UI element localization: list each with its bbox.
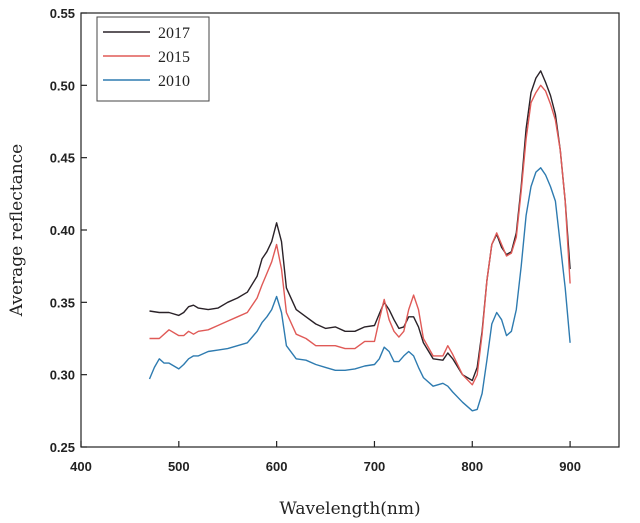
legend-box <box>96 16 210 102</box>
x-tick-label: 900 <box>559 459 581 474</box>
legend-label: 2015 <box>158 49 190 66</box>
x-axis: 400 500 600 700 800 900 <box>70 441 581 474</box>
x-tick-label: 500 <box>168 459 190 474</box>
x-tick-label: 600 <box>266 459 288 474</box>
y-axis-title: Average reflectance <box>7 144 27 317</box>
y-tick-label: 0.35 <box>50 295 75 310</box>
series-lines <box>148 70 571 412</box>
y-tick-label: 0.40 <box>50 223 75 238</box>
y-tick-label: 0.55 <box>50 6 75 21</box>
series-line-2017 <box>149 70 571 382</box>
legend-label: 2010 <box>158 73 190 90</box>
series-line-2015 <box>149 84 571 386</box>
y-axis: 0.25 0.30 0.35 0.40 0.45 0.50 0.55 <box>50 6 87 455</box>
y-tick-label: 0.50 <box>50 78 75 93</box>
legend: 2017 2015 2010 <box>96 16 210 102</box>
x-tick-label: 700 <box>364 459 386 474</box>
y-tick-label: 0.30 <box>50 368 75 383</box>
x-tick-label: 400 <box>70 459 92 474</box>
legend-label: 2017 <box>158 25 190 42</box>
y-tick-label: 0.45 <box>50 151 75 166</box>
y-tick-label: 0.25 <box>50 440 75 455</box>
x-axis-title: Wavelength(nm) <box>279 499 420 519</box>
series-line-2010 <box>148 167 571 412</box>
x-tick-label: 800 <box>461 459 483 474</box>
